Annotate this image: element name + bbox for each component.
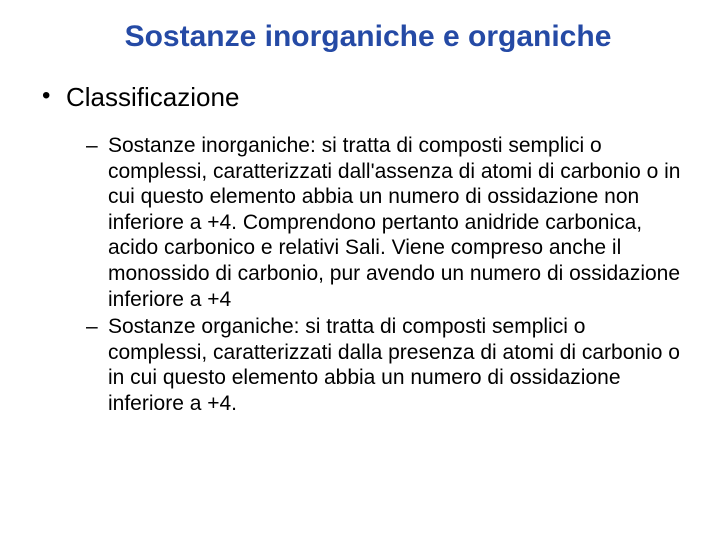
sub-bullet-text: Sostanze organiche: si tratta di compost… — [108, 315, 680, 415]
slide: Sostanze inorganiche e organiche Classif… — [0, 0, 720, 540]
bullet-list-level2: Sostanze inorganiche: si tratta di compo… — [66, 133, 682, 417]
slide-title: Sostanze inorganiche e organiche — [38, 20, 682, 54]
sub-bullet-text: Sostanze inorganiche: si tratta di compo… — [108, 134, 680, 311]
bullet-text: Classificazione — [66, 82, 239, 112]
bullet-list-level1: Classificazione Sostanze inorganiche: si… — [38, 82, 682, 417]
list-item: Classificazione Sostanze inorganiche: si… — [38, 82, 682, 417]
list-item: Sostanze inorganiche: si tratta di compo… — [86, 133, 682, 312]
list-item: Sostanze organiche: si tratta di compost… — [86, 314, 682, 416]
